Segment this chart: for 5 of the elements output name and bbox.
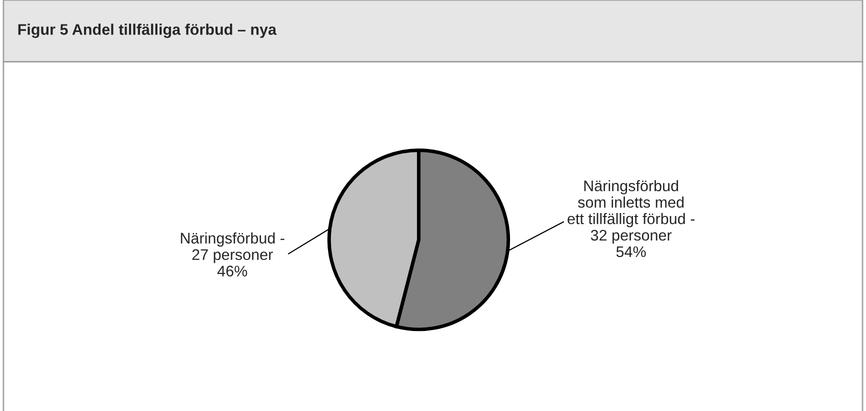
slice-label: Näringsförbud som inletts med ett tillfälligt förbud - 32 personer <box>568 180 694 244</box>
data-label: 46% <box>217 266 248 277</box>
slice-label: Näringsförbud - 27 personer <box>180 232 284 264</box>
data-label: 54% <box>616 246 646 258</box>
chart-title: Figur 5 Andel tillfälliga förbud – nya <box>18 24 277 38</box>
